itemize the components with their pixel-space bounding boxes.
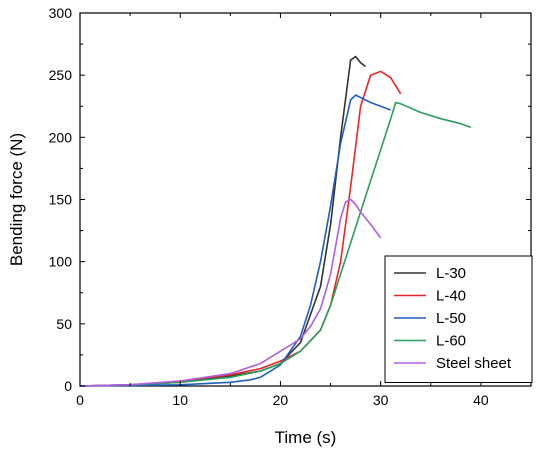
y-tick-label: 150 — [49, 192, 73, 208]
series-line-l-50 — [79, 94, 391, 387]
y-tick-label: 200 — [49, 129, 73, 145]
legend-label-l-50: L-50 — [436, 310, 466, 327]
legend-box — [384, 255, 533, 383]
x-tick-label: 10 — [172, 392, 188, 408]
x-axis-title: Time (s) — [275, 428, 337, 447]
y-tick-label: 300 — [49, 5, 73, 21]
series-line-steel-sheet — [79, 198, 382, 387]
y-tick-label: 50 — [56, 316, 72, 332]
y-tick-label: 0 — [64, 378, 72, 394]
y-axis-title: Bending force (N) — [7, 133, 26, 266]
x-tick-label: 20 — [273, 392, 289, 408]
y-tick-label: 100 — [49, 254, 73, 270]
series-layer — [79, 55, 472, 387]
legend: L-30 L-40 L-50 L-60 Steel sheet — [384, 255, 533, 383]
series-line-l-60 — [79, 101, 472, 387]
ticks-layer: 0 10 20 30 40 0 50 100 150 200 250 300 — [49, 5, 531, 408]
x-tick-label: 40 — [473, 392, 489, 408]
series-line-l-40 — [79, 70, 402, 387]
legend-label-l-60: L-60 — [436, 333, 466, 350]
series-line-l-30 — [79, 55, 367, 387]
legend-label-l-30: L-30 — [436, 265, 466, 282]
legend-label-l-40: L-40 — [436, 288, 466, 305]
y-tick-label: 250 — [49, 67, 73, 83]
x-tick-label: 0 — [76, 392, 84, 408]
x-tick-label: 30 — [373, 392, 389, 408]
legend-label-steel-sheet: Steel sheet — [436, 355, 512, 372]
